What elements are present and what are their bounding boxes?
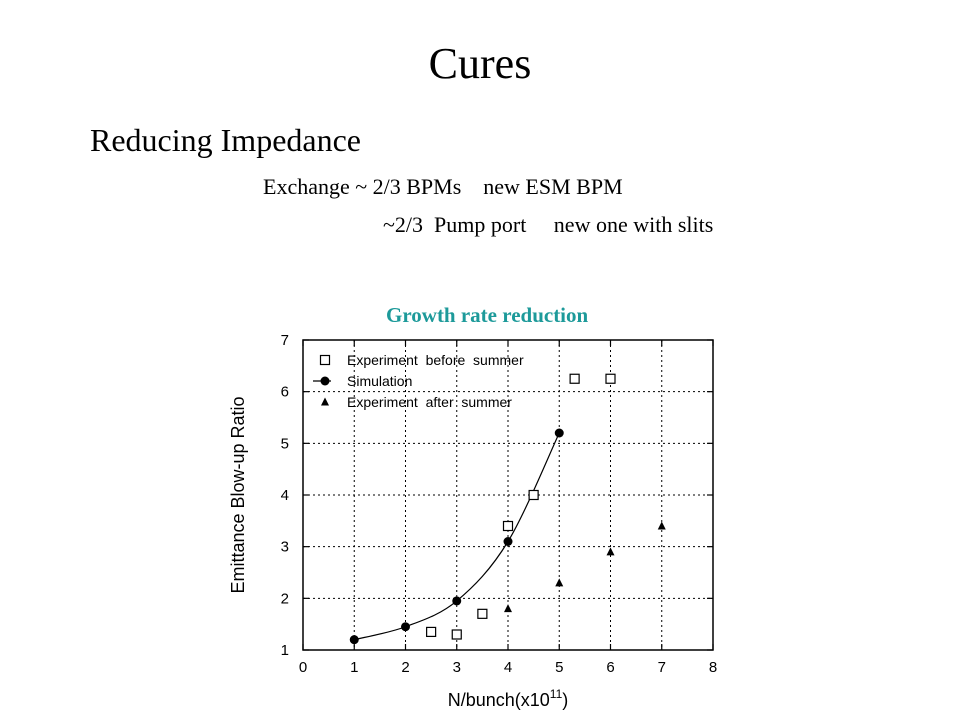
x-tick-label: 4 [504,659,512,676]
y-tick-label: 6 [281,384,289,401]
data-point-series-0 [451,629,462,640]
legend: Experiment before summer Simulation Experi… [313,352,524,410]
x-tick-label: 0 [299,659,307,676]
slide-subtitle: Reducing Impedance [90,122,361,158]
data-point-series-0 [528,489,539,501]
data-point-series-2 [555,578,564,587]
y-tick-label: 1 [281,642,289,659]
grid-layer [303,340,713,650]
y-tick-label: 3 [281,539,289,556]
data-point-series-0 [569,373,580,384]
x-tick-label: 3 [453,659,461,676]
data-point-series-0 [502,520,514,532]
y-axis-label: Emittance Blow-up Ratio [228,396,248,593]
x-tick-label: 6 [606,659,614,676]
data-point-series-2 [504,604,512,613]
x-axis-label: N/bunch(x1011) [448,687,569,710]
y-tick-label: 5 [281,435,289,452]
data-point-series-1 [503,537,513,546]
data-point-series-0 [426,626,437,638]
legend-marker-2 [321,397,329,406]
y-tick-label: 2 [281,590,289,607]
marks-layer [349,373,666,645]
legend-marker-1 [320,376,330,386]
x-tick-label: 2 [401,659,409,676]
legend-label-0: Experiment before summer [347,352,524,368]
x-axis-label-main: N/bunch(x10 [448,690,550,710]
legend-marker-0 [319,354,331,366]
slide-title: Cures [428,39,532,88]
chart-caption: Growth rate reduction [386,303,589,327]
x-tick-label: 1 [350,659,358,676]
y-tick-label: 4 [281,487,289,504]
x-tick-label: 5 [555,659,563,676]
x-axis-label-suffix: ) [562,690,568,710]
bullet-line-pump-port: ~2/3 Pump port new one with slits [383,212,714,237]
data-point-series-0 [605,373,616,384]
x-tick-label: 8 [709,659,717,676]
y-tick-label: 7 [281,332,289,349]
x-axis-label-exponent: 11 [550,687,563,701]
legend-label-1: Simulation [347,373,412,389]
x-tick-label: 7 [658,659,666,676]
data-point-series-1 [452,596,462,606]
data-point-series-2 [606,547,615,556]
data-point-series-2 [657,521,666,530]
data-point-series-1 [554,428,564,438]
legend-label-2: Experiment after summer [347,394,512,410]
data-point-series-1 [349,635,359,645]
data-point-series-0 [477,608,488,619]
data-point-series-1 [401,622,410,632]
bullet-line-bpm: Exchange ~ 2/3 BPMs new ESM BPM [263,174,623,199]
